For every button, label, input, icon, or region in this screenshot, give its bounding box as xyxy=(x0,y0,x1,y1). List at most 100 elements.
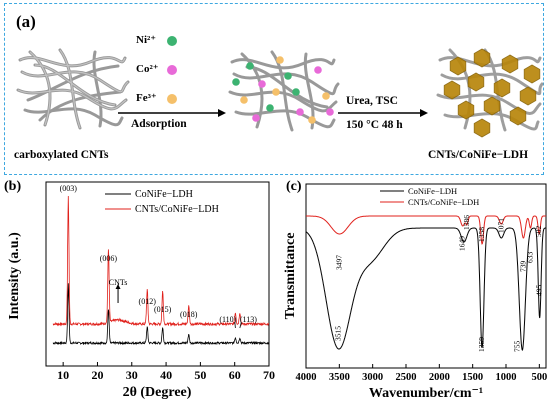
arrow-adsorption xyxy=(118,109,226,117)
ldh-hexagon xyxy=(443,80,461,100)
ftir-x-tick-label: 1000 xyxy=(496,372,517,383)
ldh-hexagons xyxy=(443,48,541,138)
ni-ion-dot xyxy=(167,36,177,46)
xrd-legend-text-0: CoNiFe−LDH xyxy=(135,189,193,200)
adsorbed-ion-dot xyxy=(284,72,292,80)
panel-b-label: (b) xyxy=(4,179,22,194)
adsorbed-ion-dot xyxy=(246,62,254,70)
ldh-hexagon xyxy=(519,86,537,106)
ftir-chart: 4000 3500 3000 2500 2000 1500 1000 500 3515 1359… xyxy=(283,183,547,400)
fe-ion-dot xyxy=(167,94,177,104)
ldh-hexagon xyxy=(449,56,467,76)
fe-ion-label: Fe³⁺ xyxy=(136,92,157,104)
xrd-x-tick-label: 10 xyxy=(57,368,69,382)
adsorbed-ion-dot xyxy=(296,108,304,116)
xrd-x-tick-label: 20 xyxy=(91,368,103,382)
xrd-cnt-arrowhead xyxy=(115,284,121,289)
condition-label: 150 °C 48 h xyxy=(346,119,403,131)
ftir-band-label: 755 xyxy=(512,341,521,353)
synthesis-scheme-panel xyxy=(4,3,544,175)
scheme-graphics xyxy=(16,36,544,138)
adsorbed-ion-dot xyxy=(258,80,266,88)
start-material-label: carboxylated CNTs xyxy=(14,149,109,161)
ftir-x-tick-label: 500 xyxy=(531,372,547,383)
ftir-x-tick-label: 3500 xyxy=(329,372,350,383)
xrd-y-label: Intensity (a.u.) xyxy=(7,232,22,320)
ni-ion-label: Ni²⁺ xyxy=(136,34,157,46)
cnt-bundle-start xyxy=(16,48,130,130)
xrd-113-pointer xyxy=(239,321,242,329)
xrd-x-tick-label: 50 xyxy=(194,368,206,382)
ftir-x-tick-label: 2000 xyxy=(429,372,450,383)
xrd-peak-label: (110) xyxy=(219,315,236,324)
product-label: CNTs/CoNiFe−LDH xyxy=(428,149,529,161)
xrd-peak-label: (012) xyxy=(139,297,157,306)
ftir-band-label: 739 xyxy=(518,261,527,273)
ftir-x-tick-label: 4000 xyxy=(296,372,317,383)
ftir-band-label: 1649 xyxy=(458,236,467,251)
ldh-hexagon xyxy=(467,72,485,92)
adsorbed-ion-dot xyxy=(232,78,240,86)
xrd-peak-label: (015) xyxy=(154,305,172,314)
xrd-110-pointer xyxy=(234,321,236,329)
ldh-hexagon xyxy=(509,106,527,126)
ftir-band-label: 3497 xyxy=(335,255,344,270)
ftir-series-cnt xyxy=(306,215,546,245)
ftir-band-label: 1586 xyxy=(462,215,471,230)
xrd-peak-label: (018) xyxy=(180,310,198,319)
ftir-band-label: 1359 xyxy=(477,337,486,352)
co-ion-dot xyxy=(167,65,177,75)
panel-c-label: (c) xyxy=(286,179,302,194)
ftir-x-tick-label: 3000 xyxy=(362,372,383,383)
adsorbed-ion-dot xyxy=(314,66,322,74)
ldh-hexagon xyxy=(483,96,501,116)
ftir-legend-text-0: CoNiFe−LDH xyxy=(408,186,457,196)
reagent-label: Urea, TSC xyxy=(346,95,398,107)
arrow-hydrothermal xyxy=(338,109,428,117)
xrd-chart: 10 20 30 40 50 60 70 (003) (006) CNTs (012)(015) (… xyxy=(7,181,275,400)
xrd-x-tick-label: 30 xyxy=(126,368,138,382)
adsorbed-ion-dot xyxy=(326,108,334,116)
ldh-hexagon xyxy=(473,48,491,68)
ftir-x-tick-label: 2500 xyxy=(396,372,417,383)
panel-a-label: (a) xyxy=(16,12,36,31)
ftir-x-label: Wavenumber/cm⁻¹ xyxy=(369,386,483,400)
adsorbed-ion-dot xyxy=(322,92,330,100)
xrd-peak-label: (006) xyxy=(100,254,118,263)
xrd-peak-label: (113) xyxy=(240,315,257,324)
adsorbed-ion-dot xyxy=(308,116,316,124)
ldh-hexagon xyxy=(501,54,519,74)
xrd-series-cnt xyxy=(52,195,270,327)
xrd-peak-label: CNTs xyxy=(109,278,128,287)
ftir-y-label: Transmittance xyxy=(283,233,298,320)
ftir-band-label: 502 xyxy=(534,226,543,238)
ftir-series-coni xyxy=(305,227,546,352)
xrd-x-tick-label: 60 xyxy=(229,368,241,382)
adsorbed-ion-dot xyxy=(272,88,280,96)
ftir-band-label: 1071 xyxy=(496,218,505,233)
ftir-band-label: 633 xyxy=(525,251,534,263)
xrd-x-tick-label: 70 xyxy=(263,368,275,382)
ldh-hexagon xyxy=(473,118,491,138)
xrd-x-tick-label: 40 xyxy=(160,368,172,382)
cnt-bundle-adsorbed xyxy=(228,50,340,132)
adsorbed-ion-dot xyxy=(276,56,284,64)
ftir-band-label: 1358 xyxy=(477,227,486,242)
ldh-hexagon xyxy=(457,100,475,120)
xrd-legend-text-1: CNTs/CoNiFe−LDH xyxy=(135,204,219,215)
ftir-band-label: 495 xyxy=(535,285,544,297)
adsorbed-ion-dot xyxy=(266,104,274,112)
ftir-band-label: 3515 xyxy=(333,326,342,341)
ldh-hexagon xyxy=(523,64,541,84)
xrd-series-coni xyxy=(52,283,270,346)
ftir-legend-text-1: CNTs/CoNiFe−LDH xyxy=(408,197,479,207)
xrd-x-label: 2θ (Degree) xyxy=(123,385,192,400)
co-ion-label: Co²⁺ xyxy=(136,63,159,75)
adsorbed-ion-dot xyxy=(292,88,300,96)
adsorption-label: Adsorption xyxy=(131,118,187,130)
ldh-hexagon xyxy=(493,78,511,98)
xrd-peak-label: (003) xyxy=(60,184,78,193)
adsorbed-ion-dot xyxy=(240,96,248,104)
adsorbed-ion-dot xyxy=(252,114,260,122)
adsorbed-ions xyxy=(232,56,334,124)
